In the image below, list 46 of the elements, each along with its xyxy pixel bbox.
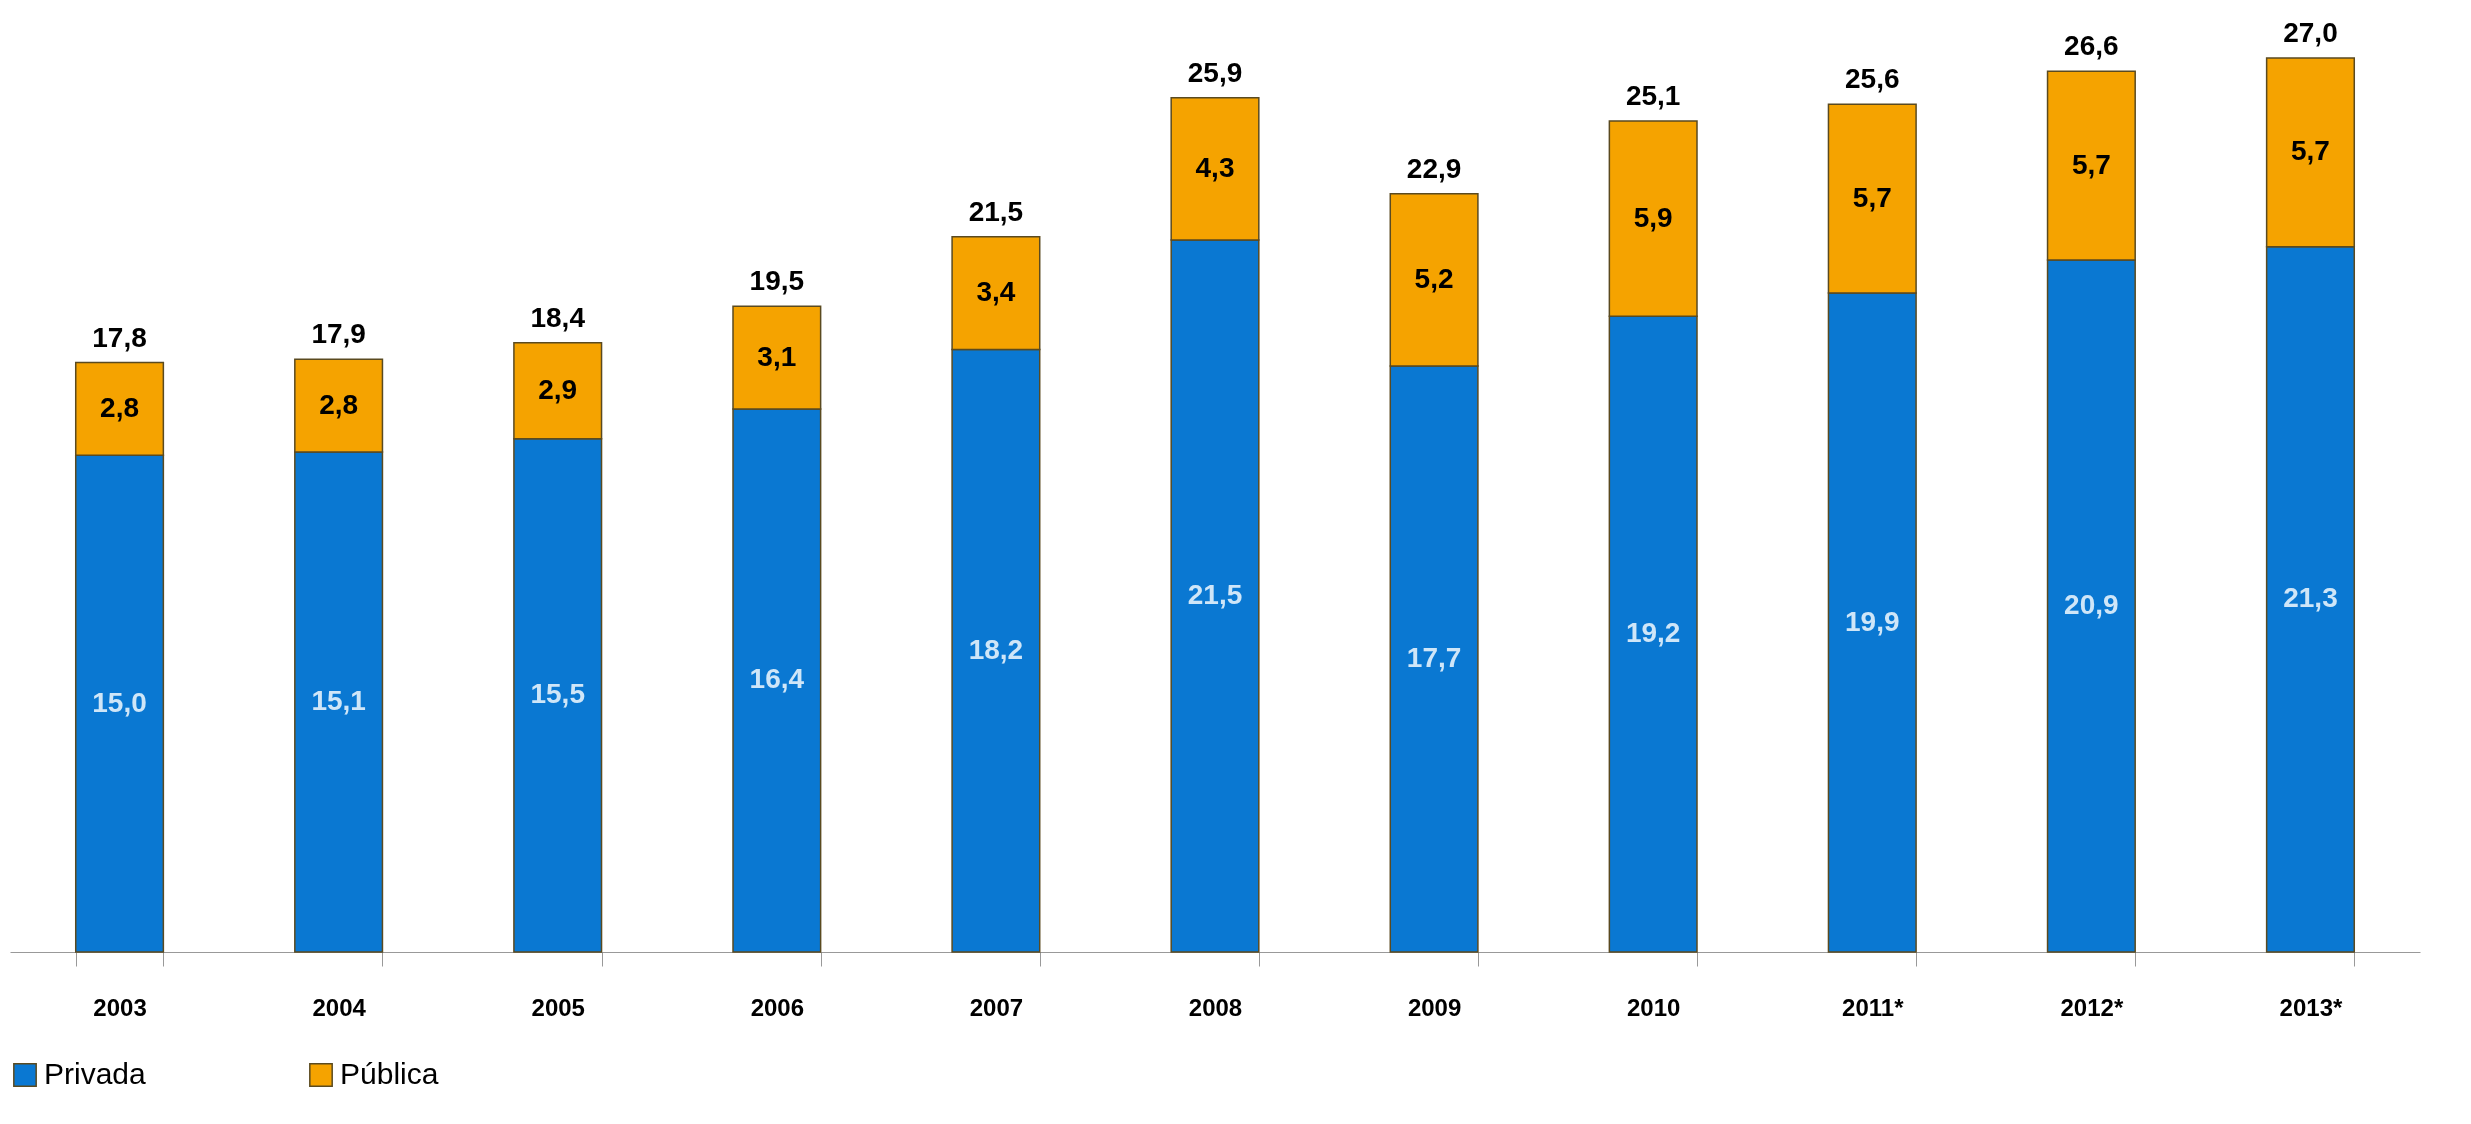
data-label: 17,7	[1406, 641, 1462, 673]
x-tick-label: 2007	[969, 993, 1024, 1021]
x-tick-label: 2003	[93, 993, 147, 1021]
data-label: 4,3	[1195, 151, 1235, 183]
data-label: 5,7	[2290, 135, 2330, 167]
total-label: 21,5	[968, 195, 1024, 227]
data-label: 18,2	[968, 633, 1024, 665]
x-tick-label: 2011*	[1842, 993, 1905, 1021]
total-label: 18,4	[530, 301, 586, 333]
total-label: 25,6	[1845, 63, 1900, 95]
data-label: 2,8	[100, 391, 140, 423]
data-label: 2,8	[319, 388, 359, 420]
data-label: 2,9	[538, 373, 578, 405]
data-label: 3,4	[976, 276, 1016, 308]
x-tick-label: 2010	[1626, 993, 1681, 1021]
x-tick-label: 2008	[1188, 993, 1243, 1021]
legend-label: Privada	[44, 1057, 147, 1090]
data-label: 19,2	[1625, 617, 1681, 649]
total-label: 22,9	[1406, 152, 1462, 184]
data-label: 19,9	[1845, 605, 1900, 637]
total-label: 25,1	[1625, 79, 1681, 111]
data-label: 20,9	[2064, 588, 2119, 620]
total-label: 17,8	[92, 321, 147, 353]
x-tick-label: 2006	[750, 993, 805, 1021]
x-tick-label: 2005	[531, 993, 585, 1021]
data-label: 15,0	[92, 686, 147, 718]
total-label: 25,9	[1187, 56, 1243, 88]
data-label: 21,3	[2283, 582, 2338, 614]
data-label: 5,9	[1633, 201, 1673, 233]
x-tick-label: 2012*	[2060, 993, 2124, 1021]
total-label: 19,5	[749, 265, 805, 297]
total-label: 26,6	[2064, 30, 2119, 62]
total-label: 17,9	[311, 318, 366, 350]
x-tick-label: 2013*	[2279, 993, 2343, 1021]
x-tick-label: 2004	[312, 993, 367, 1021]
x-tick-label: 2009	[1407, 993, 1462, 1021]
data-label: 15,1	[311, 685, 366, 717]
data-label: 5,2	[1414, 262, 1454, 294]
data-label: 16,4	[749, 663, 805, 695]
data-label: 5,7	[2071, 148, 2111, 180]
total-label: 27,0	[2283, 17, 2338, 48]
data-label: 21,5	[1187, 579, 1243, 611]
data-label: 15,5	[530, 678, 585, 710]
legend-label: Pública	[340, 1057, 439, 1090]
data-label: 5,7	[1852, 181, 1892, 213]
data-label: 3,1	[757, 340, 797, 372]
